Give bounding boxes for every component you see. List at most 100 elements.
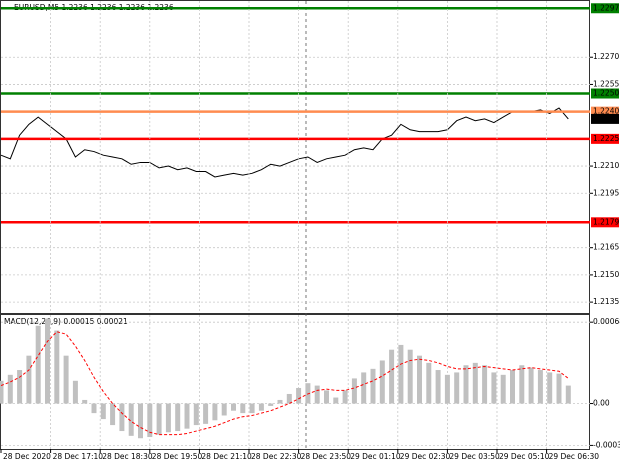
macd-bar (565, 385, 571, 404)
macd-bar (45, 318, 50, 404)
macd-bar (165, 403, 171, 433)
macd-bar (138, 403, 143, 439)
macd-bar (240, 403, 246, 414)
macd-bar (463, 365, 469, 404)
macd-bar (231, 403, 236, 411)
macd-bar (398, 344, 404, 404)
y-tick-label: 1.2150 (593, 270, 619, 279)
macd-bar (156, 403, 162, 435)
macd-bar (119, 403, 125, 432)
macd-bar (407, 349, 413, 404)
x-tick-label: 29 Dec 06:30 (549, 452, 600, 461)
macd-bar (389, 349, 395, 404)
macd-bar (426, 362, 432, 404)
x-tick-label: 29 Dec 02:30 (400, 452, 451, 461)
macd-bar (351, 378, 357, 404)
macd-bar (249, 403, 255, 414)
macd-bar (54, 330, 60, 404)
signal-line (0, 331, 569, 436)
current-price-box (591, 113, 619, 124)
macd-bar (510, 370, 515, 404)
macd-bar (128, 403, 134, 436)
macd-title: MACD(12,26,9) 0.00015 0.00021 (4, 317, 128, 326)
price-panel-frame (0, 0, 590, 314)
macd-bar (72, 380, 78, 404)
x-tick-label: 28 Dec 21:10 (201, 452, 252, 461)
x-tick-label: 28 Dec 17:10 (53, 452, 104, 461)
x-tick-label: 28 Dec 19:50 (152, 452, 203, 461)
x-tick-label: 29 Dec 03:50 (449, 452, 500, 461)
y-tick-label: 1.2255 (593, 79, 619, 88)
macd-bar (296, 387, 302, 404)
macd-bar (63, 355, 69, 404)
level-label-box (591, 3, 619, 14)
x-tick-label: 28 Dec 2020 (3, 452, 51, 461)
macd-bar (556, 373, 562, 404)
level-label-box (591, 217, 619, 228)
y-tick-label: 0.00068 (593, 317, 620, 326)
x-tick-label: 29 Dec 01:10 (350, 452, 401, 461)
macd-bar (537, 370, 543, 404)
macd-bar (82, 399, 88, 404)
macd-bar (547, 372, 553, 404)
y-tick-label: 1.2135 (593, 297, 619, 306)
macd-bar (472, 362, 478, 404)
y-tick-label: 0.00 (593, 399, 610, 408)
macd-bar (91, 403, 97, 414)
macd-bar (221, 403, 227, 416)
macd-bar (379, 360, 385, 404)
macd-bar (361, 372, 367, 404)
x-tick-label: 28 Dec 18:30 (102, 452, 153, 461)
macd-bar (212, 403, 218, 421)
macd-bar (305, 383, 311, 404)
macd-bar (324, 390, 329, 404)
level-label: 1.2225 (593, 134, 619, 143)
macd-bar (500, 374, 506, 404)
y-tick-label: 1.2195 (593, 188, 619, 197)
macd-bar (7, 374, 13, 404)
macd-bar (100, 403, 106, 420)
macd-bar (203, 403, 209, 424)
macd-bar (314, 385, 320, 404)
y-tick-label: 1.2270 (593, 52, 619, 61)
macd-bar (268, 403, 274, 406)
macd-bar (370, 368, 376, 404)
level-label: 1.2240 (593, 107, 619, 116)
level-label-box (591, 88, 619, 99)
macd-bar (17, 370, 23, 404)
macd-bar (435, 370, 441, 404)
macd-bar (147, 403, 153, 438)
macd-bar (26, 355, 32, 404)
macd-bar (491, 372, 497, 404)
macd-bar (35, 325, 41, 404)
macd-bar (454, 372, 460, 404)
macd-bar (333, 397, 339, 404)
macd-bar (258, 403, 264, 411)
macd-bar (286, 393, 292, 404)
price-line (0, 107, 569, 178)
macd-bar (528, 367, 534, 404)
x-tick-label: 28 Dec 22:30 (251, 452, 302, 461)
level-label: 1.2250 (593, 89, 619, 98)
y-tick-label: 1.2210 (593, 161, 619, 170)
macd-bar (417, 355, 422, 404)
level-label: 1.2297 (593, 3, 619, 12)
macd-bar (184, 403, 190, 429)
macd-bar (444, 374, 450, 404)
y-tick-label: 1.2165 (593, 243, 619, 252)
macd-bar (193, 403, 199, 426)
x-tick-label: 29 Dec 05:10 (499, 452, 550, 461)
level-label-box (591, 106, 619, 117)
y-tick-label: -0.00035 (593, 440, 620, 449)
macd-bar (110, 403, 116, 426)
macd-bar (277, 399, 283, 404)
level-label: 1.2179 (593, 217, 619, 226)
x-tick-label: 28 Dec 23:50 (301, 452, 352, 461)
level-label-box (591, 133, 619, 144)
macd-bar (175, 403, 181, 432)
macd-bar (0, 380, 4, 404)
macd-bar (519, 365, 525, 404)
macd-bar (342, 390, 348, 404)
current-price-label: 1.2236 (593, 114, 619, 123)
